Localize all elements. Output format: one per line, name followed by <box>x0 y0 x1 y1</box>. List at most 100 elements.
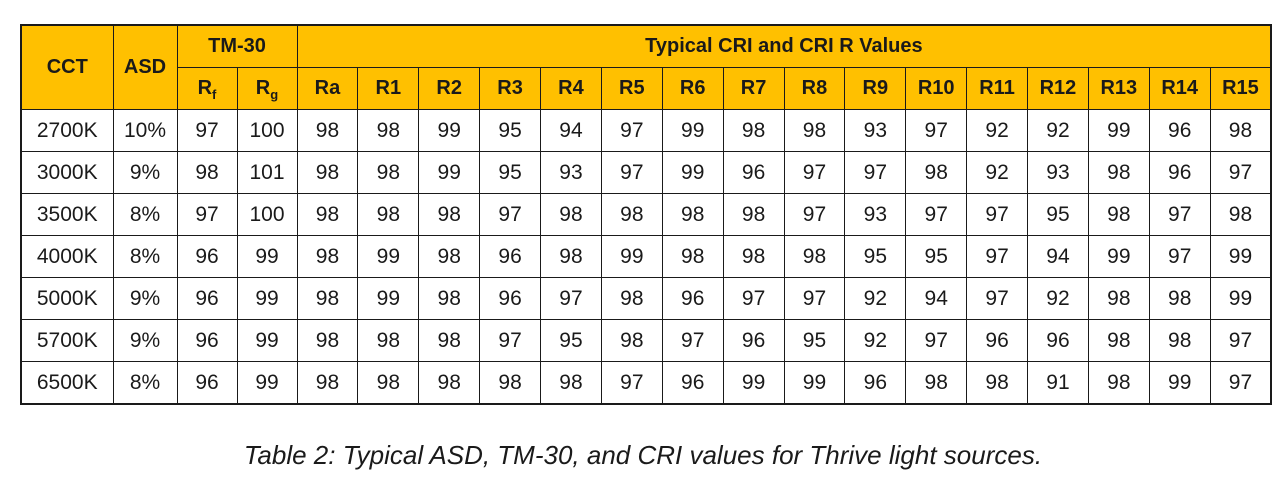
cell-r5: 97 <box>600 361 663 405</box>
cell-r7: 97 <box>722 277 785 320</box>
cell-r7: 98 <box>722 109 785 152</box>
cell-r4: 94 <box>540 109 602 152</box>
table-caption: Table 2: Typical ASD, TM-30, and CRI val… <box>243 440 1043 470</box>
cell-r7: 98 <box>722 235 785 278</box>
table-row: 6500K 8% 96 99 98 98 98 98 98 97 96 99 99 96 98 98 91 98 9… <box>20 361 1272 405</box>
cell-rg: 101 <box>236 151 298 194</box>
cell-r14: 99 <box>1148 361 1211 405</box>
cell-r6: 99 <box>661 151 724 194</box>
cell-r13: 99 <box>1087 109 1150 152</box>
cell-r11: 97 <box>966 277 1029 320</box>
cell-r11: 92 <box>966 109 1029 152</box>
cell-ra: 98 <box>296 109 359 152</box>
header-r2: R2 <box>418 67 481 110</box>
cell-cct: 4000K <box>20 235 114 278</box>
cell-r7: 96 <box>722 319 785 362</box>
cell-r8: 97 <box>783 277 846 320</box>
header-tm30-group: TM-30 <box>176 24 298 68</box>
header-asd: ASD <box>112 24 178 110</box>
cell-r12: 93 <box>1027 151 1089 194</box>
cell-r10: 94 <box>905 277 968 320</box>
header-r14: R14 <box>1148 67 1211 110</box>
cell-r7: 99 <box>722 361 785 405</box>
cell-rf: 97 <box>176 193 238 236</box>
cell-r13: 98 <box>1087 151 1150 194</box>
cell-r3: 95 <box>479 109 542 152</box>
cell-r15: 97 <box>1209 319 1272 362</box>
cell-r5: 99 <box>600 235 663 278</box>
cell-r13: 98 <box>1087 361 1150 405</box>
header-r10: R10 <box>905 67 968 110</box>
cell-rf: 96 <box>176 235 238 278</box>
cell-r6: 96 <box>661 361 724 405</box>
cell-cct: 5700K <box>20 319 114 362</box>
cell-r13: 98 <box>1087 319 1150 362</box>
cell-asd: 9% <box>112 319 178 362</box>
cell-r14: 98 <box>1148 277 1211 320</box>
cell-r4: 98 <box>540 361 602 405</box>
cell-r10: 95 <box>905 235 968 278</box>
cell-r11: 98 <box>966 361 1029 405</box>
cell-r15: 99 <box>1209 277 1272 320</box>
header-ra: Ra <box>296 67 359 110</box>
cell-rf: 98 <box>176 151 238 194</box>
cell-r2: 98 <box>418 361 481 405</box>
cell-r10: 97 <box>905 193 968 236</box>
cell-r15: 97 <box>1209 151 1272 194</box>
cell-r9: 97 <box>844 151 907 194</box>
cell-r7: 96 <box>722 151 785 194</box>
cell-r9: 95 <box>844 235 907 278</box>
cell-r2: 98 <box>418 235 481 278</box>
cell-rf: 96 <box>176 361 238 405</box>
header-r3: R3 <box>479 67 542 110</box>
cell-r14: 97 <box>1148 193 1211 236</box>
cell-r12: 96 <box>1027 319 1089 362</box>
cell-r4: 98 <box>540 235 602 278</box>
table-row: 5000K 9% 96 99 98 99 98 96 97 98 96 97 97 92 94 97 92 98 9… <box>20 277 1272 320</box>
cell-ra: 98 <box>296 277 359 320</box>
header-r7: R7 <box>722 67 785 110</box>
cell-r15: 97 <box>1209 361 1272 405</box>
cell-asd: 8% <box>112 235 178 278</box>
cell-ra: 98 <box>296 319 359 362</box>
table-row: 4000K 8% 96 99 98 99 98 96 98 99 98 98 98 95 95 97 94 99 9… <box>20 235 1272 278</box>
cri-table: CCT ASD TM-30 Typical CRI and CRI R Valu… <box>20 24 1273 405</box>
cell-rg: 99 <box>236 235 298 278</box>
cell-r2: 99 <box>418 109 481 152</box>
cell-rg: 100 <box>236 109 298 152</box>
cell-r8: 97 <box>783 151 846 194</box>
cell-rf: 96 <box>176 277 238 320</box>
header-cct: CCT <box>20 24 114 110</box>
header-rf: Rf <box>176 67 238 110</box>
cell-r4: 93 <box>540 151 602 194</box>
cell-rf: 96 <box>176 319 238 362</box>
cell-r8: 99 <box>783 361 846 405</box>
cell-r9: 92 <box>844 319 907 362</box>
table-row: 5700K 9% 96 99 98 98 98 97 95 98 97 96 95 92 97 96 96 98 9… <box>20 319 1272 362</box>
cell-r9: 96 <box>844 361 907 405</box>
cell-r10: 98 <box>905 151 968 194</box>
cell-asd: 8% <box>112 193 178 236</box>
header-r5: R5 <box>600 67 663 110</box>
cell-asd: 8% <box>112 361 178 405</box>
cell-cct: 6500K <box>20 361 114 405</box>
table-row: 3000K 9% 98 101 98 98 99 95 93 97 99 96 97 97 98 92 93 98… <box>20 151 1272 194</box>
header-rg: Rg <box>236 67 298 110</box>
cell-r3: 98 <box>479 361 542 405</box>
cell-rg: 99 <box>236 319 298 362</box>
cell-r4: 97 <box>540 277 602 320</box>
cell-r5: 98 <box>600 319 663 362</box>
header-r4: R4 <box>540 67 602 110</box>
cell-r12: 92 <box>1027 277 1089 320</box>
cell-r5: 97 <box>600 109 663 152</box>
cell-r6: 97 <box>661 319 724 362</box>
cell-r1: 98 <box>357 361 420 405</box>
cell-r3: 96 <box>479 277 542 320</box>
cell-rg: 99 <box>236 361 298 405</box>
cell-r3: 97 <box>479 193 542 236</box>
cell-r11: 92 <box>966 151 1029 194</box>
cell-r8: 97 <box>783 193 846 236</box>
cell-r12: 94 <box>1027 235 1089 278</box>
cell-r4: 98 <box>540 193 602 236</box>
cell-ra: 98 <box>296 193 359 236</box>
